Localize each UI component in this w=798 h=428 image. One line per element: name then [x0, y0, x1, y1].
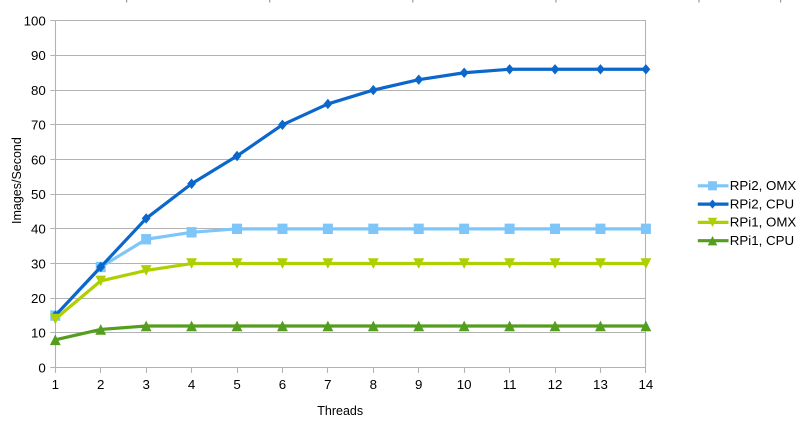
svg-text:14: 14 — [638, 377, 653, 392]
svg-text:70: 70 — [31, 118, 46, 133]
svg-text:90: 90 — [31, 48, 46, 63]
svg-text:100: 100 — [24, 14, 46, 29]
svg-text:6: 6 — [279, 377, 286, 392]
svg-text:60: 60 — [31, 152, 46, 167]
svg-text:5: 5 — [233, 377, 240, 392]
svg-text:13: 13 — [593, 377, 608, 392]
svg-text:80: 80 — [31, 83, 46, 98]
svg-text:3: 3 — [142, 377, 149, 392]
svg-text:0: 0 — [38, 360, 45, 375]
svg-text:RPi2, OMX: RPi2, OMX — [730, 178, 797, 193]
svg-text:40: 40 — [31, 222, 46, 237]
svg-text:RPi2, CPU: RPi2, CPU — [730, 196, 794, 211]
svg-text:10: 10 — [457, 377, 472, 392]
svg-text:7: 7 — [324, 377, 331, 392]
svg-text:2: 2 — [97, 377, 104, 392]
svg-text:Threads: Threads — [317, 404, 363, 418]
svg-text:50: 50 — [31, 187, 46, 202]
svg-text:8: 8 — [370, 377, 377, 392]
svg-text:20: 20 — [31, 291, 46, 306]
svg-text:11: 11 — [503, 377, 517, 392]
svg-text:Images/Second: Images/Second — [10, 137, 24, 224]
svg-text:1: 1 — [52, 377, 59, 392]
svg-text:12: 12 — [548, 377, 563, 392]
svg-text:RPi1, CPU: RPi1, CPU — [730, 233, 794, 248]
svg-text:30: 30 — [31, 256, 46, 271]
svg-text:4: 4 — [188, 377, 195, 392]
svg-text:9: 9 — [415, 377, 422, 392]
svg-text:RPi1, OMX: RPi1, OMX — [730, 215, 797, 230]
svg-text:10: 10 — [31, 326, 46, 341]
